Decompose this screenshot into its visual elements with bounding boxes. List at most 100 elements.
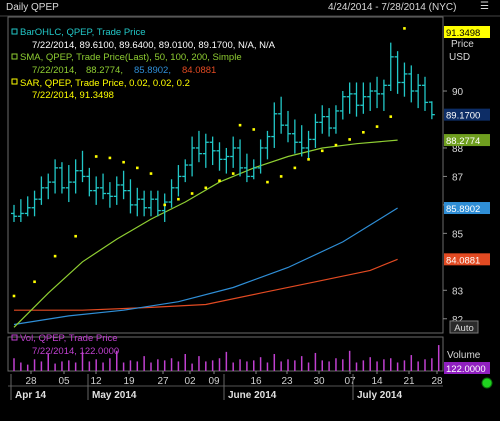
date-tick-label: 05 (58, 376, 70, 387)
ohlc-bar (401, 62, 408, 97)
sar-dot (204, 186, 208, 190)
auto-scale-button[interactable]: Auto (449, 320, 479, 334)
sma50-line (13, 139, 398, 328)
ohlc-bar (346, 82, 353, 114)
sar-legend-title: SAR, QPEP, Trade Price, 0.02, 0.02, 0.2 (20, 78, 190, 89)
ohlc-bar (100, 173, 107, 200)
sma100-line (13, 207, 398, 326)
date-tick-label: 19 (123, 376, 135, 387)
sar-value-tag: 91.3498 (446, 28, 480, 39)
price-tick-label: 82 (452, 315, 464, 326)
ohlc-bar (298, 125, 305, 157)
volume-value-tag: 122.0000 (446, 364, 486, 375)
sar-dot (252, 128, 256, 131)
ohlc-bar (250, 159, 257, 180)
sar-dot (94, 155, 98, 158)
ohlc-bar (223, 147, 230, 174)
month-label: July 2014 (357, 390, 402, 401)
ohlc-bar (374, 76, 381, 109)
date-tick-label: 02 (184, 376, 196, 387)
sar-dot (53, 254, 57, 258)
sar-dot (320, 149, 324, 153)
sar-dot (177, 197, 180, 201)
auto-button-frame (449, 320, 479, 334)
vol-legend-checkbox (11, 334, 18, 341)
ohlc-bar (58, 162, 65, 194)
ohlc-bar (312, 113, 319, 148)
sma200-value-tag: 84.0881 (446, 255, 480, 266)
sma100-value-tag-bg (444, 202, 490, 215)
ohlc-bar (209, 136, 216, 166)
sar-dot (375, 125, 379, 128)
date-tick-label: 23 (281, 376, 293, 387)
ohlc-bar (65, 165, 72, 203)
sar-dot (266, 180, 269, 184)
price-tick-label: 87 (452, 172, 464, 183)
ohlc-bar (189, 136, 196, 177)
chart-static-layer (0, 15, 500, 387)
ohlc-bar (428, 101, 435, 120)
date-tick-label: 16 (250, 376, 262, 387)
ohlc-bar (45, 173, 52, 200)
ohlc-bar (195, 130, 202, 163)
ohlc-bar (380, 79, 387, 111)
ohlc-bar (17, 199, 24, 222)
sar-dot (149, 172, 153, 175)
bar-legend-checkbox (11, 28, 18, 35)
price-tick-label: 85 (452, 229, 464, 240)
sar-dot (362, 130, 365, 134)
date-tick-label: 28 (431, 376, 443, 387)
sma50-value-tag: 88.2774 (446, 136, 480, 147)
volume-axis-label: Volume (447, 350, 481, 361)
date-tick-label: 21 (403, 376, 415, 387)
ohlc-bar (38, 176, 45, 205)
ohlc-bar (106, 182, 113, 208)
ohlc-bar (52, 159, 59, 194)
ohlc-bar (332, 105, 339, 134)
settings-icon[interactable]: ☰ (480, 1, 489, 12)
ohlc-bar (285, 110, 291, 143)
sar-dot (190, 192, 194, 195)
date-tick-label: 27 (157, 376, 169, 387)
ohlc-bar (182, 159, 189, 183)
sma50-legend-value: 88.2774, (86, 65, 123, 76)
ohlc-bar (305, 130, 312, 160)
ohlc-bar (72, 159, 79, 194)
axis-labels: 90888786858382PriceUSDVolume280512192702… (10, 39, 481, 401)
ohlc-bar (415, 73, 422, 109)
ohlc-bar (367, 82, 374, 111)
date-tick-label: 30 (313, 376, 325, 387)
sar-dot (74, 234, 77, 238)
vol-legend-title: Vol, QPEP, Trade Price (20, 333, 118, 344)
sar-dot (231, 172, 235, 175)
last-price-tag-bg (444, 108, 490, 121)
sma-legend-checkbox (11, 53, 18, 60)
month-label: May 2014 (92, 390, 137, 401)
ohlc-bar (161, 193, 168, 222)
sar-dot (403, 27, 406, 30)
ohlc-bar (271, 102, 278, 148)
ohlc-bar (168, 179, 175, 208)
month-label: June 2014 (228, 390, 277, 401)
ohlc-bar (257, 139, 264, 174)
bar-legend-values: 7/22/2014, 89.6100, 89.6400, 89.0100, 89… (32, 40, 276, 51)
sar-dot (108, 156, 112, 160)
sma100-value-tag: 85.8902 (446, 204, 480, 215)
sar-legend-values: 7/22/2014, 91.3498 (32, 90, 114, 101)
ohlc-bar (353, 82, 360, 117)
ohlc-bar (113, 176, 120, 205)
sma50-value-tag-bg (444, 134, 490, 147)
sma-legend-title: SMA, QPEP, Trade Price(Last), 50, 100, 2… (20, 52, 242, 63)
price-panel-frame (7, 16, 444, 334)
ohlc-bar (31, 190, 38, 217)
ohlc-bar (319, 105, 326, 134)
price-tick-label: 88 (452, 144, 464, 155)
date-tick-label: 09 (208, 376, 220, 387)
volume-panel-frame (7, 336, 444, 372)
month-label: Apr 14 (15, 390, 47, 401)
ohlc-bar (422, 76, 428, 111)
date-tick-label: 14 (371, 376, 383, 387)
auto-button-label: Auto (454, 323, 474, 334)
